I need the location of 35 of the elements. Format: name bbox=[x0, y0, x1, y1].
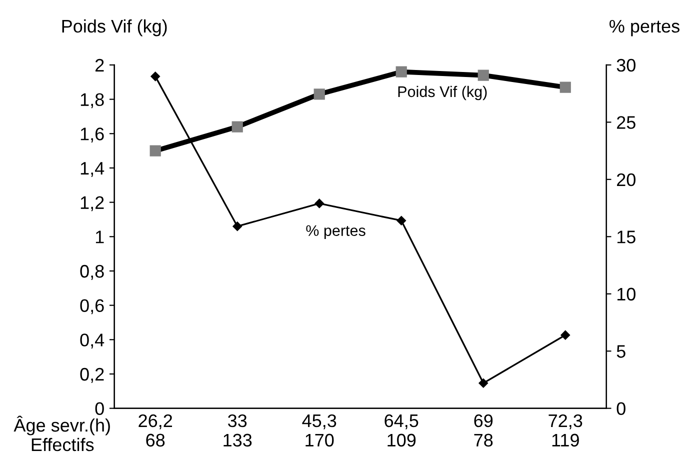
point bbox=[232, 222, 242, 231]
x-tick-label: 69 78 bbox=[474, 414, 493, 447]
x-axis-title: Âge sevr.(h) Effectifs bbox=[14, 416, 110, 452]
y2-tick-label: 5 bbox=[616, 345, 626, 358]
y2-tick-label: 25 bbox=[617, 116, 636, 129]
y-tick-label: 0 bbox=[95, 402, 104, 416]
point bbox=[560, 330, 570, 340]
y2-axis-title: % pertes bbox=[610, 20, 680, 36]
x-tick-label: 26,2 68 bbox=[138, 414, 172, 447]
y-tick-label: 0,8 bbox=[80, 264, 104, 280]
y2-tick-label: 15 bbox=[617, 230, 636, 244]
y-tick-label: 1,6 bbox=[80, 128, 104, 142]
y-tick-label: 0,2 bbox=[80, 368, 104, 383]
y-axis-title: Poids Vif (kg) bbox=[62, 19, 167, 36]
series-label: % pertes bbox=[306, 225, 366, 240]
y2-tick-label: 10 bbox=[617, 288, 636, 301]
y-tick-label: 2 bbox=[95, 58, 104, 72]
y-tick-label: 0,4 bbox=[80, 334, 104, 348]
point bbox=[150, 72, 160, 82]
series-label: Poids Vif (kg) bbox=[398, 86, 487, 100]
y-tick-label: 1,8 bbox=[80, 93, 104, 108]
y-tick-label: 0,6 bbox=[80, 299, 104, 314]
y-tick-label: 1,2 bbox=[80, 196, 104, 212]
point bbox=[478, 378, 488, 388]
y2-tick-label: 20 bbox=[617, 173, 636, 186]
x-tick-label: 72,3 119 bbox=[548, 414, 582, 447]
x-tick-label: 45,3 170 bbox=[302, 414, 336, 447]
y-tick-label: 1 bbox=[96, 230, 104, 244]
y2-tick-label: 0 bbox=[616, 402, 626, 416]
y2-tick-label: 30 bbox=[616, 58, 636, 72]
point bbox=[396, 216, 406, 226]
x-tick-label: 64,5 109 bbox=[384, 414, 418, 447]
y-tick-label: 1,4 bbox=[80, 162, 104, 177]
x-tick-label: 33 133 bbox=[224, 414, 252, 447]
point bbox=[314, 198, 324, 208]
